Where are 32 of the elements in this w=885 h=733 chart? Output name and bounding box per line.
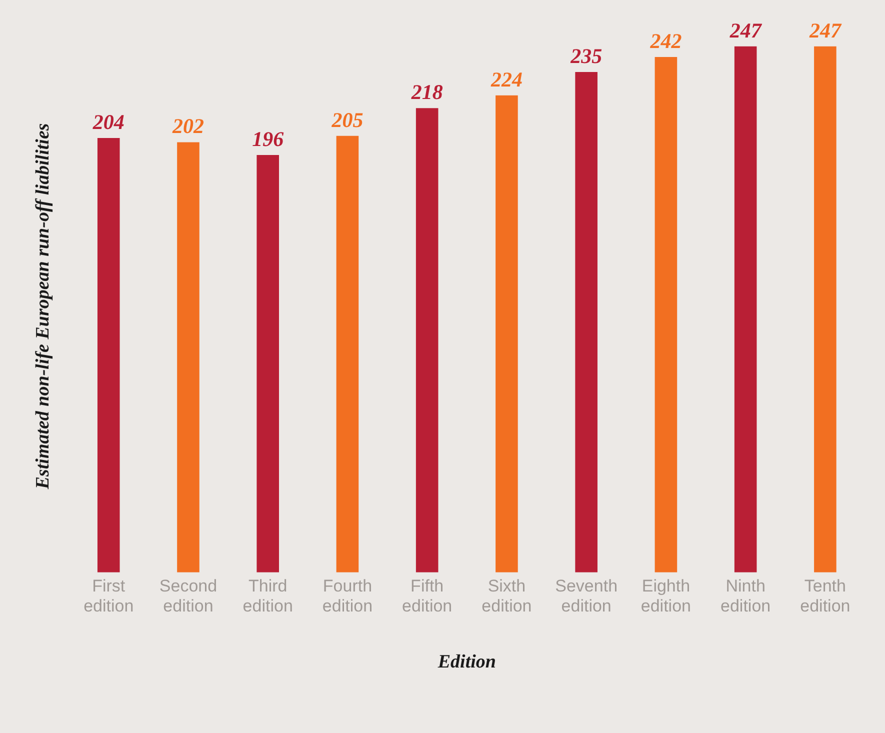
x-tick-label: Third edition [242,576,293,616]
bar [416,108,438,572]
x-tick-label: Fourth edition [322,576,373,616]
x-tick-label: Sixth edition [482,576,532,616]
bar [734,46,757,572]
y-axis-title: Estimated non-life European run-off liabilities [32,123,54,490]
x-tick-label: Ninth edition [720,576,771,616]
data-label: 205 [330,108,364,132]
x-tick-label: First edition [84,576,134,616]
data-label: 196 [252,126,284,151]
x-tick-label: Eighth edition [640,576,692,616]
bar [814,46,836,572]
bar [654,57,678,572]
data-label: 204 [92,110,124,134]
x-tick-label: Seventh edition [555,576,618,616]
bar [177,142,200,572]
data-label: 247 [808,18,842,42]
data-label: 224 [490,67,522,92]
bar [336,136,359,572]
data-label: 247 [728,18,763,42]
data-label: 202 [171,114,204,138]
x-tick-label: Fifth edition [402,576,452,616]
data-label: 218 [410,80,444,104]
bar [97,138,120,572]
bar [496,95,518,572]
data-label: 242 [649,28,682,53]
x-tick-label: Second edition [159,576,218,616]
bar [256,155,279,572]
data-label: 235 [570,44,602,68]
x-axis-title: Edition [436,652,496,673]
bar [575,72,598,572]
x-tick-label: Tenth edition [800,576,850,616]
